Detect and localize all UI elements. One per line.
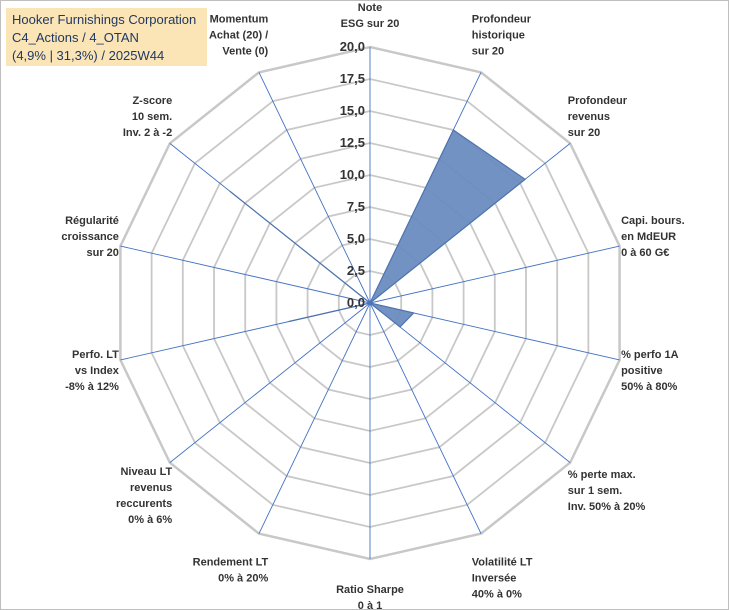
axis-label-line: Inv. 2 à -2 [123,127,172,139]
axis-label-line: -8% à 12% [65,381,119,393]
axis-label-line: 40% à 0% [472,589,522,601]
radial-tick-label: 20,0 [340,39,365,54]
stats-label: (4,9% | 31,3%) / 2025W44 [12,48,165,63]
axis-label-line: sur 20 [568,127,600,139]
axis-label-line: Ratio Sharpe [336,584,404,596]
axis-label-line: Profondeur [568,95,628,107]
axis-spoke [169,302,371,463]
axis-label-line: Momentum [210,13,269,25]
axis-label-line: positive [621,365,663,377]
axis-label-line: revenus [130,482,172,494]
radial-tick-label: 10,0 [340,167,365,182]
axis-label-line: 0% à 6% [128,514,172,526]
axis-label: Momentum Achat (20) / Vente (0) [209,13,269,57]
axis-label-line: 0 à 60 G€ [621,247,669,259]
axis-label-line: Capi. bours. [621,215,685,227]
axis-spoke [120,245,371,304]
axis-label: Niveau LT revenus reccurents 0% à 6% [116,466,173,526]
axis-label: % perte max. sur 1 sem. Inv. 50% à 20% [568,469,646,513]
axis-label: Profondeur revenus sur 20 [568,95,628,139]
axis-label: Capi. bours. en MdEUR 0 à 60 G€ [621,215,685,259]
radial-tick-label: 0,0 [347,295,365,310]
axis-label-line: Volatilité LT [472,557,533,569]
axis-label: % perfo 1A positive 50% à 80% [621,349,679,393]
axis-label-line: Z-score [132,95,172,107]
chart-title-box: Hooker Furnishings Corporation C4_Action… [6,8,207,66]
radial-tick-label: 5,0 [347,231,365,246]
axis-label: Rendement LT 0% à 20% [193,557,269,585]
axis-label: Régularité croissance sur 20 [61,215,118,259]
axis-label-line: revenus [568,111,610,123]
axis-spoke [369,302,571,463]
axis-label-line: en MdEUR [621,231,676,243]
axis-label-line: sur 20 [86,247,118,259]
data-series-area [229,129,527,328]
axis-label-line: sur 1 sem. [568,485,622,497]
radial-tick-label: 2,5 [347,263,365,278]
radial-tick-label: 7,5 [347,199,365,214]
axis-spoke [258,302,371,534]
axis-label-line: ESG sur 20 [341,18,400,30]
axis-label: Z-score 10 sem. Inv. 2 à -2 [123,95,172,139]
axis-label: Profondeur historique sur 20 [472,13,532,57]
category-label: C4_Actions / 4_OTAN [12,30,139,45]
axis-label: Note ESG sur 20 [341,2,400,30]
axis-label-line: Rendement LT [193,557,269,569]
axis-label: Volatilité LT Inversée 40% à 0% [472,557,533,601]
axis-label-line: % perfo 1A [621,349,679,361]
axis-label-line: 10 sem. [132,111,172,123]
axis-label-line: 0 à 1 [358,600,382,610]
axis-spoke [369,245,620,304]
axis-spoke [258,72,371,304]
axis-label-line: historique [472,29,525,41]
radial-tick-label: 17,5 [340,71,365,86]
radial-tick-label: 15,0 [340,103,365,118]
axis-label-line: Perfo. LT [72,349,119,361]
axis-label-line: Inversée [472,573,517,585]
axis-spoke [369,302,482,534]
axis-label-line: croissance [61,231,118,243]
axis-label-line: Profondeur [472,13,532,25]
company-name: Hooker Furnishings Corporation [12,12,197,27]
axis-label-line: Niveau LT [120,466,172,478]
radial-tick-label: 12,5 [340,135,365,150]
axis-label-line: reccurents [116,498,172,510]
axis-label-line: 0% à 20% [218,573,268,585]
axis-label-line: % perte max. [568,469,636,481]
axis-label-line: Inv. 50% à 20% [568,501,646,513]
axis-label-line: Achat (20) / [209,29,268,41]
axis-label-line: vs Index [75,365,120,377]
axis-label-line: sur 20 [472,45,504,57]
axis-label-line: Note [358,2,382,14]
axis-label-line: 50% à 80% [621,381,677,393]
axis-label-line: Vente (0) [222,45,268,57]
axis-label: Ratio Sharpe 0 à 1 [336,584,404,610]
axis-label-line: Régularité [65,215,119,227]
axis-label: Perfo. LT vs Index -8% à 12% [65,349,120,393]
